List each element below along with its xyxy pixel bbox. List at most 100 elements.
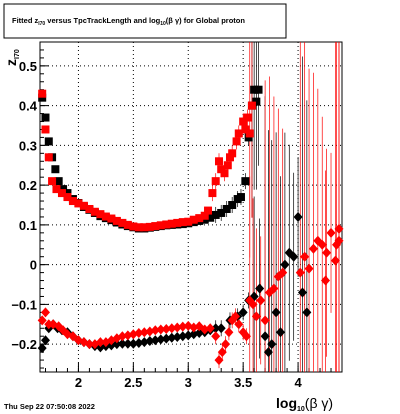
data-point-red-square [232, 137, 241, 146]
data-point-red-diamond [84, 339, 94, 350]
data-point-red-diamond [150, 325, 160, 336]
data-point-red-square [41, 125, 50, 134]
data-point-black-diamond [211, 323, 221, 334]
x-tick-label: 3.5 [234, 375, 252, 390]
data-point-red-diamond [332, 239, 342, 250]
data-point-red-diamond [230, 311, 240, 322]
data-point-red-square [118, 218, 127, 227]
data-point-red-diamond [68, 331, 78, 342]
title-box: Fitted zI70 versus TpcTrackLength and lo… [3, 3, 287, 39]
data-point-black-diamond [37, 343, 47, 354]
data-point-red-square [129, 222, 138, 231]
data-point-red-diamond [214, 355, 224, 366]
data-point-red-diamond [95, 337, 105, 348]
data-point-red-diamond [295, 267, 305, 278]
y-tick-label: 0.1 [19, 218, 37, 233]
data-point-black-diamond [172, 332, 182, 343]
data-point-black-diamond [167, 332, 177, 343]
data-point-black-square [250, 85, 259, 94]
data-point-black-diamond [293, 211, 303, 222]
data-point-red-square [140, 223, 149, 232]
data-point-red-diamond [334, 223, 344, 234]
data-point-red-square [184, 217, 193, 226]
data-point-black-diamond [284, 247, 294, 258]
data-point-red-diamond [234, 319, 244, 330]
data-point-black-diamond [263, 347, 273, 358]
data-point-red-square [90, 207, 99, 216]
data-point-red-diamond [224, 327, 234, 338]
data-point-red-diamond [260, 315, 270, 326]
x-tick-label: 3 [185, 375, 192, 390]
data-point-black-square [206, 213, 215, 222]
data-point-red-square [112, 216, 121, 225]
x-tick-label: 2 [75, 375, 82, 390]
data-point-red-square [239, 117, 248, 126]
data-point-red-square [241, 125, 250, 134]
data-point-red-square [52, 185, 61, 194]
data-point-red-diamond [278, 267, 288, 278]
data-point-red-square [123, 220, 132, 229]
data-point-red-square [189, 215, 198, 224]
data-point-red-square [178, 218, 187, 227]
data-point-black-diamond [156, 334, 166, 345]
data-point-black-diamond [302, 307, 312, 318]
y-tick-label: 0.3 [19, 138, 37, 153]
data-point-red-diamond [178, 321, 188, 332]
data-point-red-diamond [205, 323, 215, 334]
data-point-black-square [228, 201, 237, 210]
chart-title: Fitted zI70 versus TpcTrackLength and lo… [12, 16, 245, 27]
data-point-black-diamond [145, 335, 155, 346]
data-point-red-square [211, 177, 220, 186]
data-point-red-square [107, 214, 116, 223]
data-point-red-square [167, 219, 176, 228]
data-point-red-diamond [117, 331, 127, 342]
data-point-red-diamond [40, 307, 50, 318]
data-point-red-square [245, 129, 254, 138]
data-point-black-square [51, 165, 60, 174]
data-point-red-diamond [326, 227, 336, 238]
data-point-red-square [228, 149, 237, 158]
data-point-black-diamond [255, 283, 265, 294]
data-point-black-diamond [280, 259, 290, 270]
x-tick-label: 2.5 [124, 375, 142, 390]
data-point-black-diamond [238, 307, 248, 318]
data-point-black-diamond [297, 287, 307, 298]
data-point-red-square [243, 113, 252, 122]
data-point-black-square [254, 85, 263, 94]
data-point-red-diamond [167, 323, 177, 334]
data-point-red-square [200, 211, 209, 220]
data-point-black-diamond [178, 331, 188, 342]
data-point-red-diamond [256, 295, 266, 306]
data-point-black-diamond [161, 333, 171, 344]
data-point-red-square [79, 201, 88, 210]
data-point-red-diamond [330, 255, 340, 266]
data-point-red-diamond [317, 239, 327, 250]
data-point-black-square [236, 193, 245, 202]
data-point-red-square [101, 212, 110, 221]
data-point-black-square [222, 204, 231, 213]
data-point-red-diamond [134, 328, 144, 339]
data-point-black-diamond [260, 331, 270, 342]
data-point-red-square [63, 193, 72, 202]
data-point-black-square [217, 208, 226, 217]
data-point-black-diamond [289, 251, 299, 262]
data-point-red-square [134, 223, 143, 232]
data-point-black-diamond [267, 339, 277, 350]
data-point-red-square [68, 197, 77, 206]
data-point-black-square [211, 210, 220, 219]
data-point-red-square [220, 169, 229, 178]
x-tick-label: 4 [294, 375, 302, 390]
y-tick-label: 0 [30, 258, 37, 273]
data-point-red-diamond [139, 327, 149, 338]
data-point-red-square [38, 89, 47, 98]
data-point-red-square [208, 189, 217, 198]
data-point-red-square [74, 199, 83, 208]
y-axis-label: zI70 [3, 49, 21, 66]
data-point-red-diamond [58, 325, 68, 336]
data-point-black-square [41, 113, 50, 122]
data-point-red-square [204, 206, 213, 215]
data-point-red-diamond [322, 247, 332, 258]
data-point-red-diamond [221, 339, 231, 350]
data-points [37, 85, 344, 366]
data-point-black-diamond [112, 339, 122, 350]
